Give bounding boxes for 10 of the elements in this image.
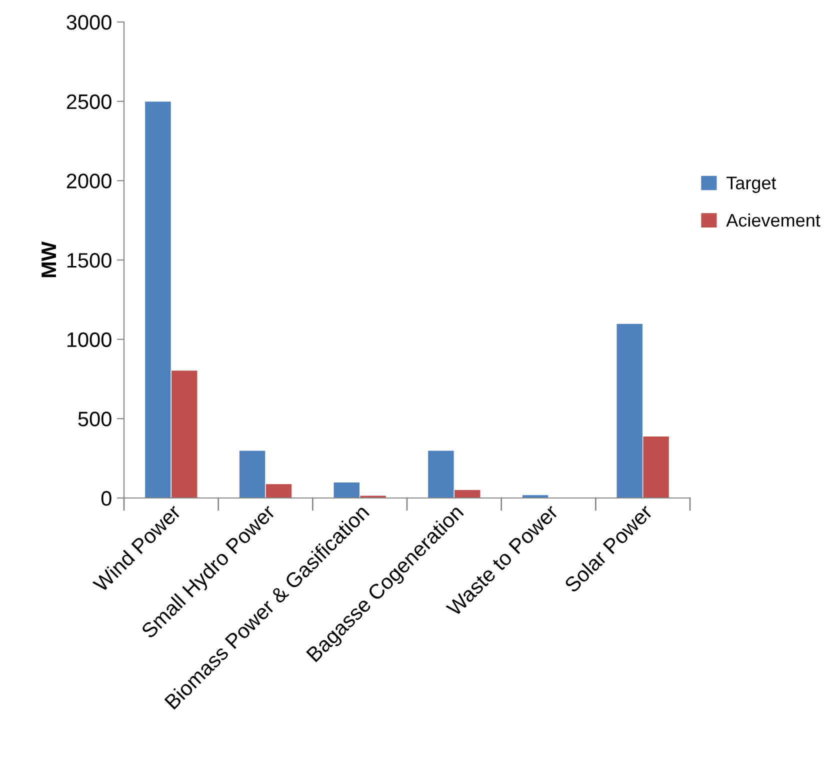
y-tick-label: 500: [78, 412, 112, 426]
y-tick-label: 0: [101, 491, 112, 506]
y-tick-label: 3000: [66, 15, 112, 30]
y-tick-label: 2500: [66, 94, 112, 110]
y-tick-label: 1500: [67, 253, 112, 268]
y-tick-label: 2000: [66, 174, 112, 188]
y-axis-title: MW: [42, 242, 56, 278]
legend-label: Acievement: [726, 213, 820, 227]
legend-label: Target: [726, 176, 776, 193]
y-tick-label: 1000: [67, 332, 112, 348]
